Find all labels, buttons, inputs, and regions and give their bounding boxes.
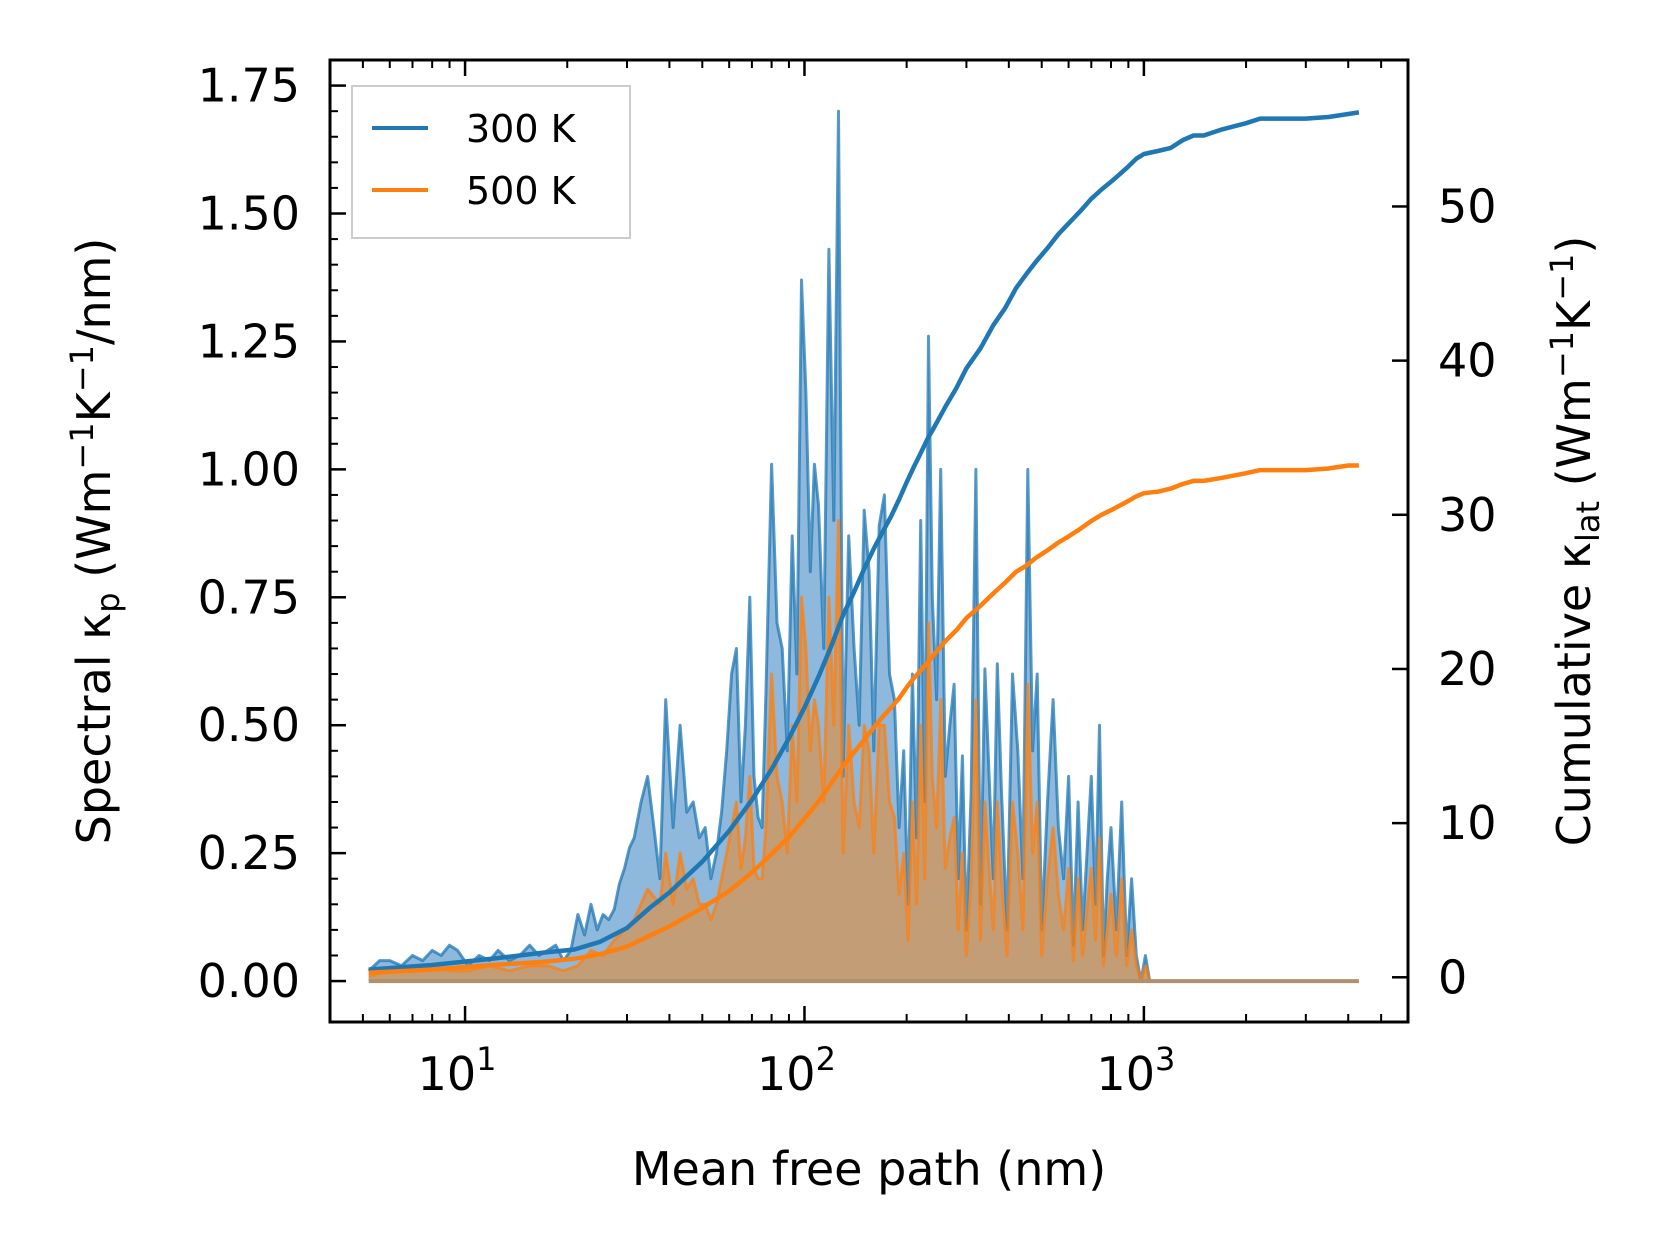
y-left-tick-label: 0.00 — [198, 954, 300, 1008]
y-left-tick-label: 0.25 — [198, 826, 300, 880]
axis-ticks — [330, 60, 1408, 1022]
tick-labels: 101 102 103 0.00 0.25 0.50 0.75 1.00 1.25 1.50 1.7… — [198, 59, 1497, 1101]
y-left-tick-label: 1.75 — [198, 59, 300, 113]
spectral-lines — [367, 109, 1359, 984]
x-tick-label: 101 — [418, 1040, 497, 1101]
legend: 300 K 500 K — [351, 85, 631, 239]
x-tick-label: 103 — [1096, 1040, 1175, 1101]
y-right-tick-label: 10 — [1438, 796, 1497, 850]
y-right-tick-label: 40 — [1438, 334, 1497, 388]
y-right-tick-label: 30 — [1438, 488, 1497, 542]
y-left-tick-label: 1.50 — [198, 187, 300, 241]
y-axis-right-label: Cumulative κlat (Wm−1K−1) — [1543, 236, 1607, 847]
y-left-tick-label: 1.00 — [198, 442, 300, 496]
y-left-tick-label: 1.25 — [198, 314, 300, 368]
x-tick-label: 102 — [757, 1040, 836, 1101]
x-axis-label: Mean free path (nm) — [632, 1142, 1106, 1196]
legend-label-500k: 500 K — [466, 169, 577, 213]
spectral-fill-300k — [368, 111, 1349, 982]
y-right-tick-label: 50 — [1438, 179, 1497, 233]
plot-frame — [328, 58, 1410, 1024]
cumulative-line-500k — [368, 463, 1359, 975]
y-left-tick-label: 0.50 — [198, 698, 300, 752]
y-axis-left-label: Spectral κp (Wm−1K−1/nm) — [63, 238, 127, 845]
y-left-tick-label: 0.75 — [198, 570, 300, 624]
y-right-tick-label: 0 — [1438, 950, 1467, 1004]
legend-box — [351, 85, 631, 239]
legend-label-300k: 300 K — [466, 107, 577, 151]
y-right-tick-label: 20 — [1438, 642, 1497, 696]
cumulative-line-300k — [368, 110, 1360, 972]
cumulative-lines — [368, 110, 1360, 975]
